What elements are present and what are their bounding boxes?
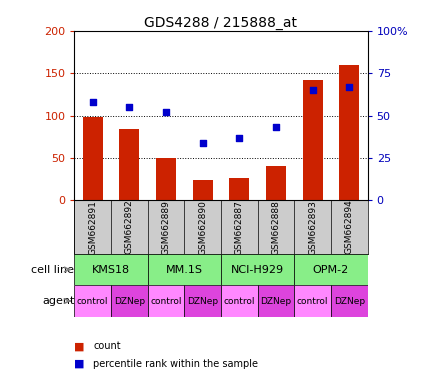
- Bar: [119, 129, 139, 200]
- Point: [236, 134, 243, 141]
- Text: DZNep: DZNep: [334, 296, 365, 306]
- Text: OPM-2: OPM-2: [313, 265, 349, 275]
- Bar: [184, 285, 221, 317]
- Bar: [258, 285, 294, 317]
- Bar: [148, 254, 221, 285]
- Text: GSM662891: GSM662891: [88, 200, 97, 255]
- Bar: [221, 285, 258, 317]
- Text: GSM662889: GSM662889: [162, 200, 170, 255]
- Text: control: control: [77, 296, 108, 306]
- Bar: [339, 65, 360, 200]
- Title: GDS4288 / 215888_at: GDS4288 / 215888_at: [144, 16, 298, 30]
- Bar: [111, 285, 148, 317]
- Text: GSM662894: GSM662894: [345, 200, 354, 255]
- Point: [309, 87, 316, 93]
- Bar: [294, 285, 331, 317]
- Bar: [74, 285, 111, 317]
- Text: GSM662893: GSM662893: [308, 200, 317, 255]
- Text: agent: agent: [42, 296, 74, 306]
- Text: DZNep: DZNep: [187, 296, 218, 306]
- Text: GSM662887: GSM662887: [235, 200, 244, 255]
- Bar: [266, 167, 286, 200]
- Bar: [82, 117, 103, 200]
- Bar: [303, 80, 323, 200]
- Text: GSM662888: GSM662888: [272, 200, 280, 255]
- Text: control: control: [224, 296, 255, 306]
- Point: [126, 104, 133, 110]
- Bar: [148, 285, 184, 317]
- Point: [163, 109, 170, 115]
- Bar: [193, 180, 213, 200]
- Bar: [294, 254, 368, 285]
- Text: GSM662892: GSM662892: [125, 200, 134, 255]
- Point: [199, 140, 206, 146]
- Text: MM.1S: MM.1S: [166, 265, 203, 275]
- Text: ■: ■: [74, 341, 85, 351]
- Text: control: control: [150, 296, 182, 306]
- Text: percentile rank within the sample: percentile rank within the sample: [94, 359, 258, 369]
- Bar: [156, 158, 176, 200]
- Text: control: control: [297, 296, 329, 306]
- Text: KMS18: KMS18: [92, 265, 130, 275]
- Bar: [331, 285, 368, 317]
- Text: DZNep: DZNep: [261, 296, 292, 306]
- Point: [346, 84, 353, 90]
- Bar: [229, 178, 249, 200]
- Text: GSM662890: GSM662890: [198, 200, 207, 255]
- Text: cell line: cell line: [31, 265, 74, 275]
- Point: [89, 99, 96, 105]
- Bar: [221, 254, 294, 285]
- Text: count: count: [94, 341, 121, 351]
- Text: DZNep: DZNep: [114, 296, 145, 306]
- Text: NCI-H929: NCI-H929: [231, 265, 284, 275]
- Text: ■: ■: [74, 359, 85, 369]
- Point: [272, 124, 279, 131]
- Bar: [74, 254, 148, 285]
